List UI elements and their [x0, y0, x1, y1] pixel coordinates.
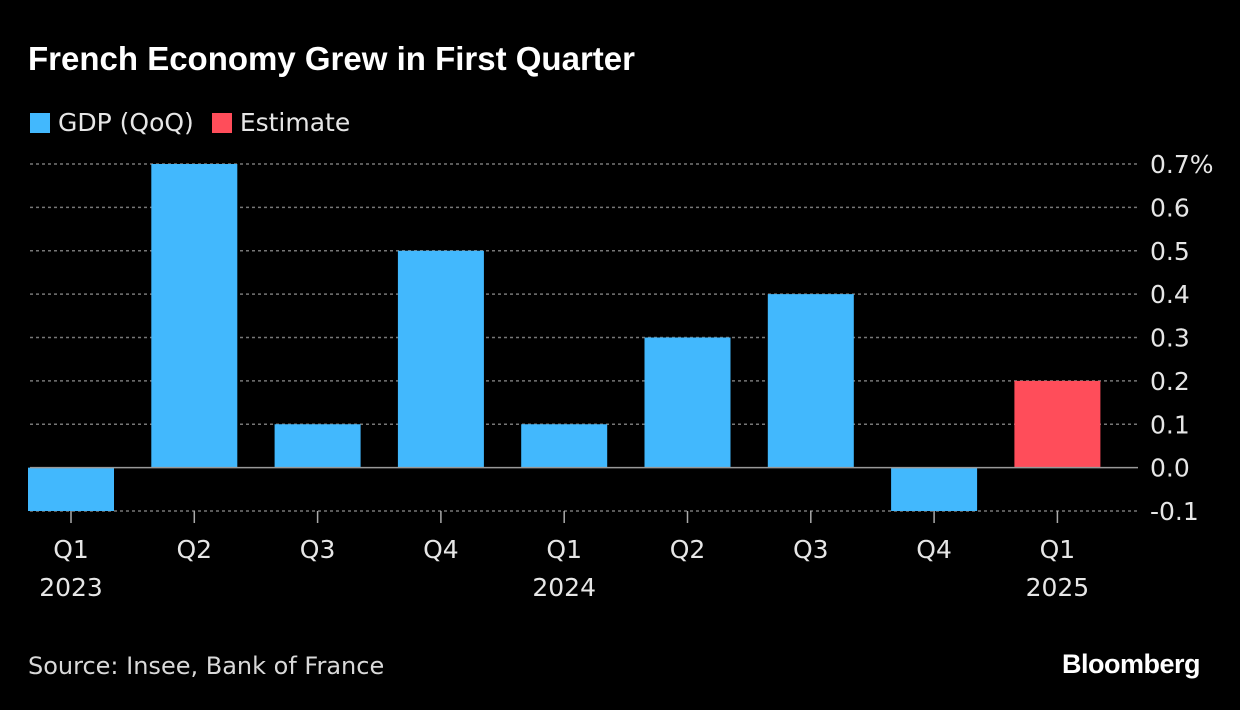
bar: [521, 424, 608, 468]
x-tick-label: Q4: [423, 535, 459, 564]
bar: [644, 337, 731, 468]
x-tick-label: Q3: [300, 535, 336, 564]
x-tick-year: 2024: [532, 573, 596, 602]
x-tick-label: Q2: [177, 535, 213, 564]
x-tick-label: Q2: [670, 535, 706, 564]
bar: [274, 424, 361, 468]
legend-label: GDP (QoQ): [58, 108, 194, 137]
legend-swatch: [30, 112, 50, 133]
bar: [767, 294, 854, 468]
y-tick-label: 0.3: [1150, 324, 1190, 353]
legend-swatch: [211, 112, 232, 133]
y-tick-label: 0.6: [1150, 193, 1190, 222]
bloomberg-logo: Bloomberg: [1061, 649, 1201, 679]
y-tick-label: 0.4: [1150, 280, 1190, 309]
bar: [397, 250, 484, 468]
legend-label: Estimate: [239, 108, 351, 137]
x-tick-label: Q1: [546, 535, 582, 564]
legend: GDP (QoQ) Estimate: [30, 108, 368, 137]
y-tick-label: -0.1: [1150, 497, 1199, 526]
x-tick-label: Q3: [793, 535, 829, 564]
source-note: Source: Insee, Bank of France: [28, 652, 385, 680]
bar: [1014, 380, 1101, 468]
y-tick-label: 0.7%: [1150, 150, 1214, 179]
bar: [28, 467, 114, 511]
x-tick-label: Q1: [1040, 535, 1076, 564]
legend-item-estimate: Estimate: [211, 108, 351, 137]
bar: [151, 164, 238, 468]
y-tick-label: 0.5: [1150, 237, 1190, 266]
x-tick-label: Q1: [53, 535, 89, 564]
x-tick-year: 2023: [39, 573, 103, 602]
y-tick-label: 0.0: [1150, 454, 1190, 483]
bar: [891, 467, 978, 511]
chart-title: French Economy Grew in First Quarter: [28, 40, 635, 77]
x-tick-label: Q4: [916, 535, 952, 564]
y-tick-label: 0.1: [1150, 410, 1190, 439]
y-tick-label: 0.2: [1150, 367, 1190, 396]
legend-item-gdp: GDP (QoQ): [30, 108, 194, 137]
x-tick-year: 2025: [1026, 573, 1090, 602]
